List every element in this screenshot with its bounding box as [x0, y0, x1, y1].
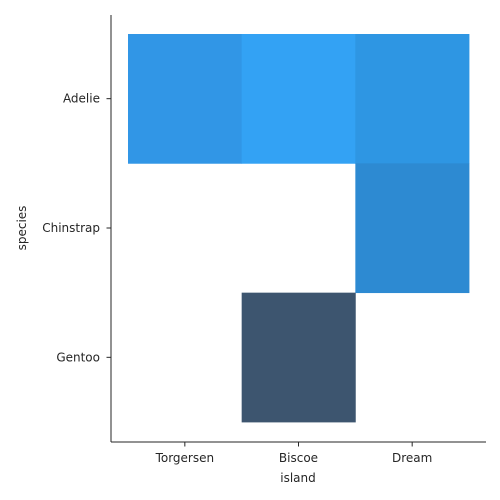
y-tick-label: Gentoo	[56, 350, 100, 364]
heatmap-cell-dream-chinstrap	[355, 163, 470, 294]
heatmap-cell-biscoe-adelie	[241, 34, 356, 164]
x-ticks: Torgersen Biscoe Dream	[155, 442, 432, 465]
heatmap-cell-dream-adelie	[355, 34, 470, 164]
heatmap-cells	[128, 34, 470, 423]
x-tick-label: Biscoe	[279, 451, 318, 465]
y-tick-label: Chinstrap	[42, 221, 100, 235]
x-tick-label: Dream	[392, 451, 432, 465]
y-axis-label: species	[15, 206, 29, 251]
x-axis-label: island	[280, 471, 316, 485]
heatmap-cell-torgersen-adelie	[128, 34, 243, 164]
y-tick-label: Adelie	[63, 92, 100, 106]
y-ticks: Adelie Chinstrap Gentoo	[42, 92, 111, 364]
heatmap-cell-biscoe-gentoo	[241, 292, 356, 423]
x-tick-label: Torgersen	[155, 451, 215, 465]
